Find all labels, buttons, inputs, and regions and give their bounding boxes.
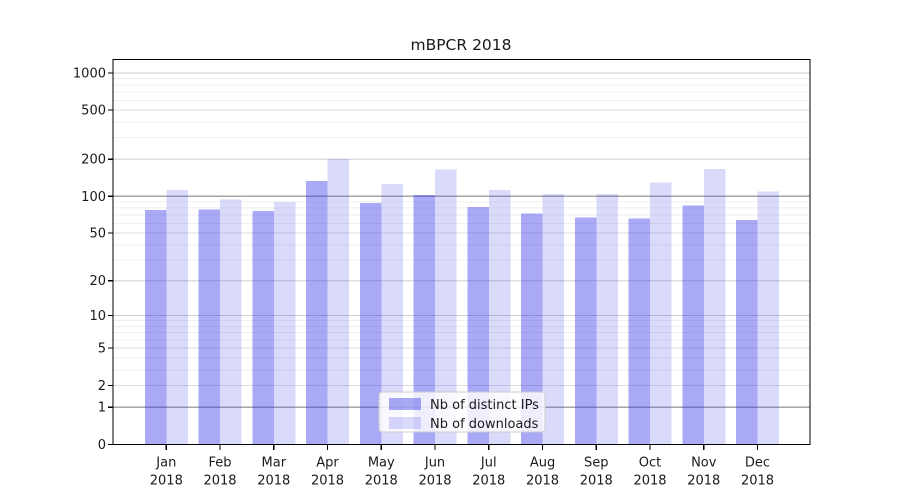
bar-distinct-ips [628, 218, 651, 445]
bar-downloads [327, 159, 350, 445]
tick-labels: 0 1 2 5 10 20 50 100 200 500 1000 Jan 2018 Feb 2018 Mar… [73, 66, 774, 488]
y-tick-label: 1000 [73, 66, 106, 81]
legend-swatch-downloads [389, 417, 421, 429]
bar-downloads [220, 199, 242, 445]
bar-distinct-ips [144, 210, 167, 445]
bar-downloads [650, 182, 672, 445]
bar-distinct-ips [413, 195, 436, 445]
x-tick-label-month: Oct [639, 456, 661, 471]
major-gridlines [113, 72, 810, 408]
x-tick-label-year: 2018 [203, 474, 236, 489]
y-tick-label: 0 [98, 438, 106, 453]
x-tick-label-year: 2018 [418, 474, 451, 489]
x-tick-label-month: Nov [691, 456, 717, 471]
bar-downloads [381, 183, 403, 445]
x-tick-label-year: 2018 [526, 474, 559, 489]
y-tick-label: 50 [89, 227, 106, 242]
bar-distinct-ips [521, 213, 543, 445]
x-tick-label-month: Jan [155, 456, 176, 471]
bar-downloads [435, 169, 457, 445]
legend-label-downloads: Nb of downloads [430, 417, 539, 432]
bar-downloads [596, 194, 618, 445]
legend-swatch-distinct-ips [389, 398, 421, 410]
bar-distinct-ips [306, 181, 328, 445]
x-tick-label-year: 2018 [687, 474, 720, 489]
legend-box [378, 391, 546, 433]
x-tick-label-year: 2018 [580, 474, 613, 489]
x-tick-label-year: 2018 [311, 474, 344, 489]
bar-distinct-ips [198, 209, 221, 445]
bar-distinct-ips [735, 219, 758, 445]
minor-gridlines [113, 78, 810, 371]
bar-distinct-ips [467, 206, 489, 445]
x-tick-label-month: Feb [209, 456, 232, 471]
x-tick-label-year: 2018 [150, 474, 183, 489]
legend-label-distinct-ips: Nb of distinct IPs [430, 398, 539, 413]
axes [108, 58, 811, 450]
x-tick-label-year: 2018 [257, 474, 290, 489]
x-tick-label-year: 2018 [365, 474, 398, 489]
x-tick-label-month: Apr [316, 456, 339, 471]
bar-downloads [542, 194, 565, 445]
x-tick-label-year: 2018 [741, 474, 774, 489]
bar-downloads [273, 201, 296, 445]
y-tick-label: 2 [98, 379, 106, 394]
y-tick-label: 100 [81, 190, 106, 205]
x-tick-label-month: Jul [480, 456, 497, 471]
bar-downloads [757, 191, 779, 445]
x-tick-label-month: Mar [262, 456, 287, 471]
y-tick-label: 10 [89, 309, 106, 324]
y-tick-label: 200 [81, 153, 106, 168]
x-tick-label-month: Aug [530, 456, 555, 471]
x-tick-label-year: 2018 [633, 474, 666, 489]
bar-distinct-ips [359, 203, 382, 445]
bar-distinct-ips [682, 205, 704, 445]
bar-distinct-ips [574, 217, 597, 445]
y-tick-label: 20 [89, 274, 106, 289]
x-tick-label-month: Jun [424, 456, 445, 471]
bar-downloads [488, 190, 511, 445]
y-tick-label: 5 [98, 342, 106, 357]
axis-frame [112, 58, 811, 446]
x-tick-label-year: 2018 [472, 474, 505, 489]
bar-distinct-ips [252, 210, 274, 445]
bar-downloads [166, 190, 188, 445]
bar-downloads [703, 168, 726, 445]
legend: Nb of distinct IPs Nb of downloads [378, 391, 546, 433]
bars [144, 159, 779, 445]
x-tick-label-month: Dec [745, 456, 770, 471]
chart-title: mBPCR 2018 [410, 36, 511, 54]
x-tick-label-month: Sep [584, 456, 609, 471]
y-tick-label: 500 [81, 104, 106, 119]
y-tick-label: 1 [98, 401, 106, 416]
x-tick-label-month: May [368, 456, 395, 471]
